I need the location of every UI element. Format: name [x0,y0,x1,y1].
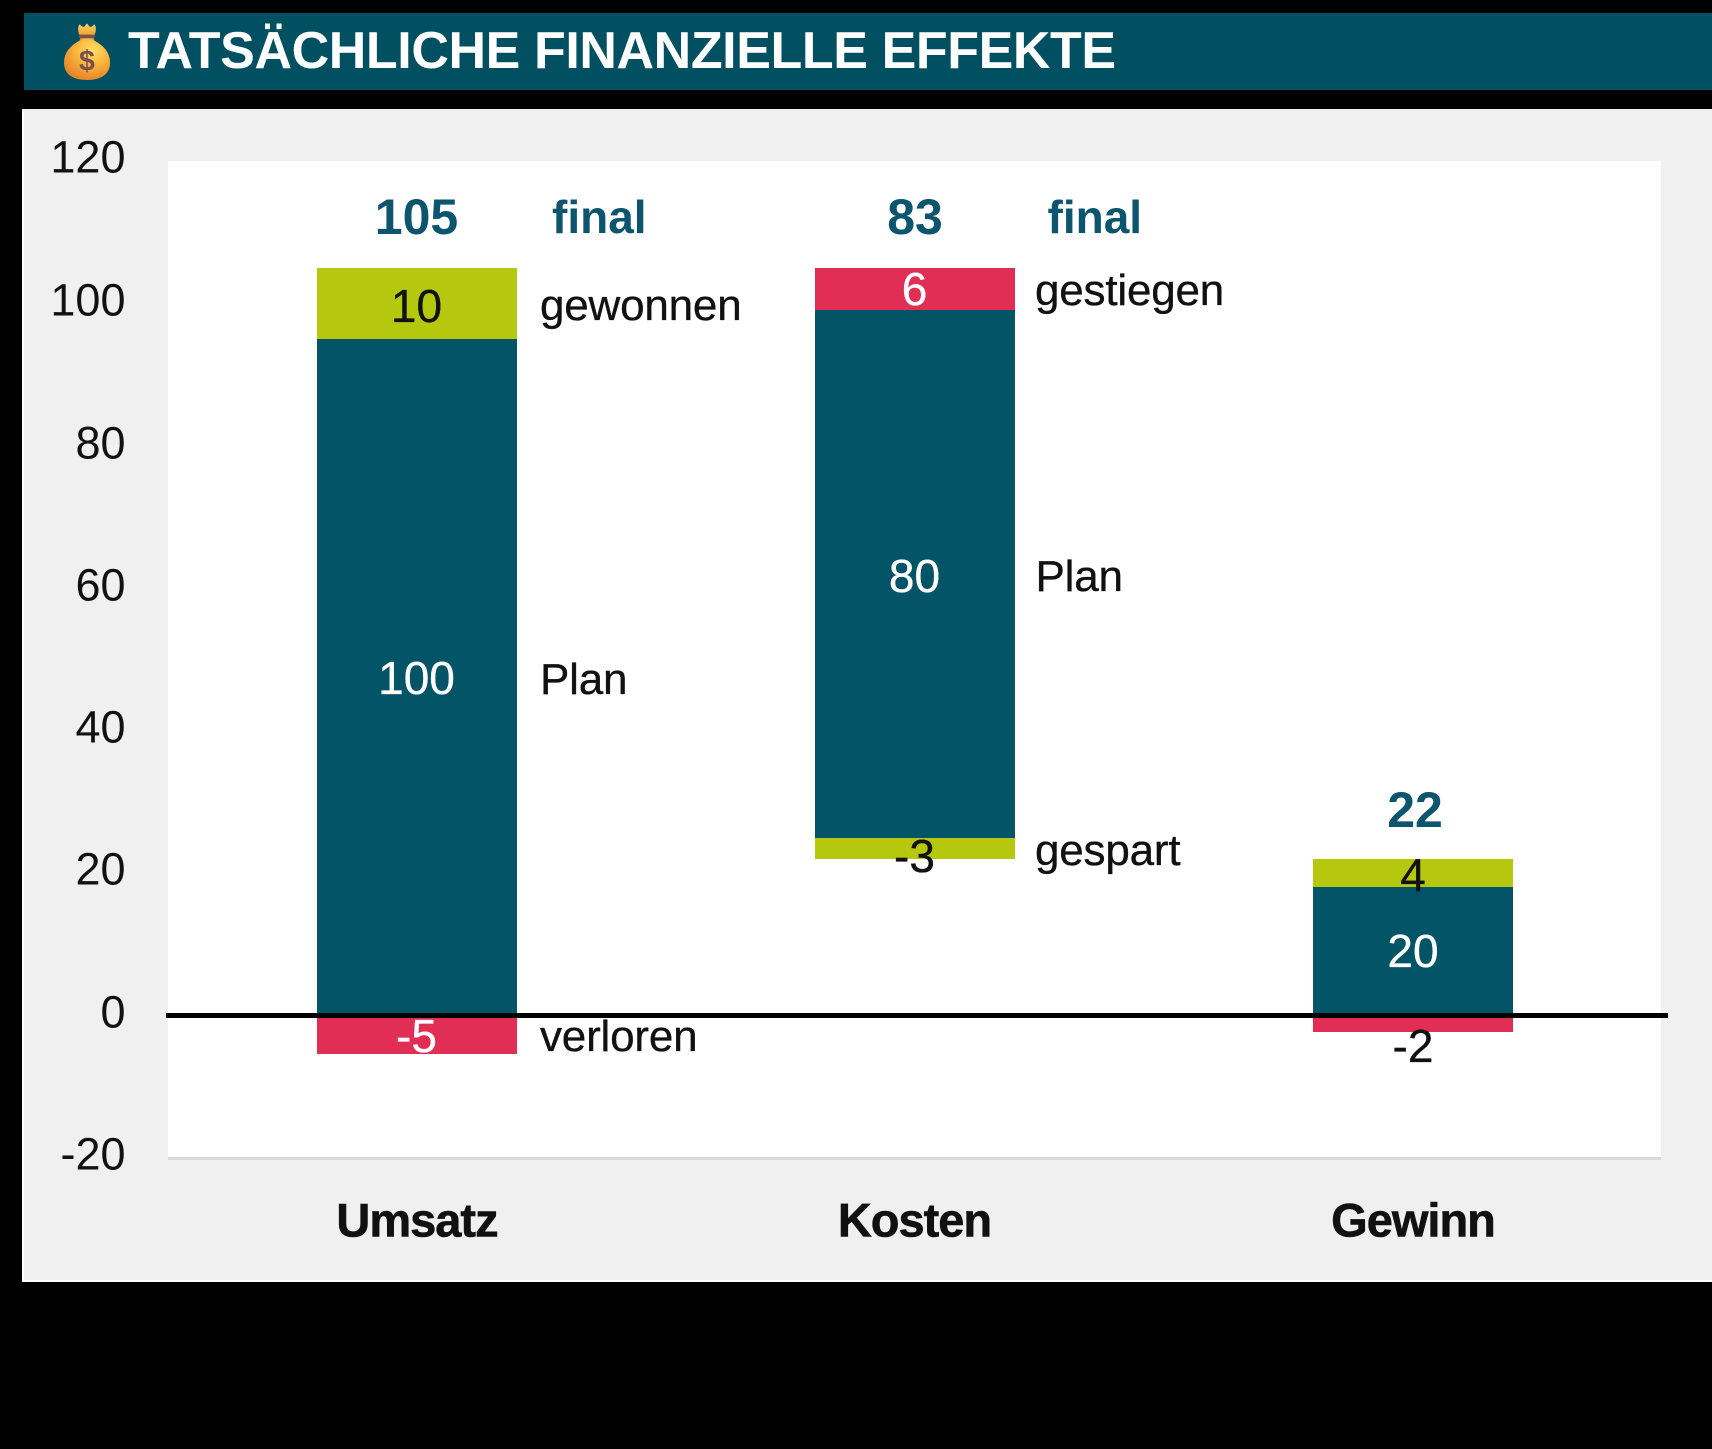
svg-text:$: $ [79,46,95,78]
